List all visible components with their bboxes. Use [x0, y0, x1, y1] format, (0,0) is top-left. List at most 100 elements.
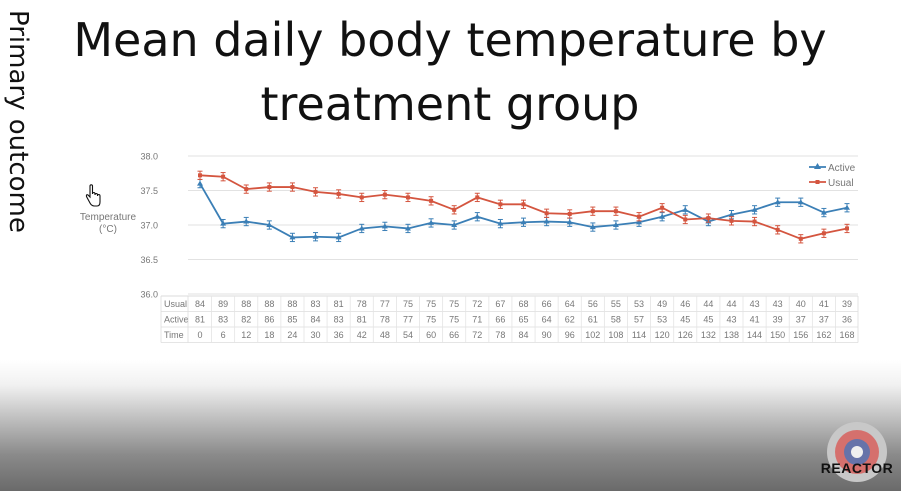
table-cell: 83 [311, 299, 321, 309]
data-point [474, 214, 480, 219]
at-risk-table: Usual 84 89 88 88 88 83 81 78 77 75 75 75 72 67 68 66 64 5… [161, 296, 858, 343]
table-row-label: Time [164, 330, 184, 340]
data-point [845, 226, 849, 230]
data-point [406, 195, 410, 199]
table-row-label: Usual [164, 299, 187, 309]
table-cell: 150 [770, 330, 785, 340]
table-cell: 68 [518, 299, 528, 309]
data-point [591, 209, 595, 213]
table-cell: 83 [218, 315, 228, 325]
table-cell: 108 [608, 330, 623, 340]
table-cell: 138 [724, 330, 739, 340]
table-cell: 75 [449, 299, 459, 309]
table-cell: 48 [380, 330, 390, 340]
table-cell: 0 [197, 330, 202, 340]
table-cell: 41 [819, 299, 829, 309]
table-cell: 53 [657, 315, 667, 325]
table-cell: 67 [495, 299, 505, 309]
table-cell: 75 [403, 299, 413, 309]
table-cell: 64 [542, 315, 552, 325]
table-cell: 57 [634, 315, 644, 325]
table-cell: 56 [588, 299, 598, 309]
table-cell: 84 [311, 315, 321, 325]
data-point [682, 207, 688, 212]
table-cell: 42 [357, 330, 367, 340]
y-tick-label: 37.0 [140, 221, 158, 231]
table-cell: 78 [380, 315, 390, 325]
data-point [198, 173, 202, 177]
data-point [498, 202, 502, 206]
table-cell: 102 [585, 330, 600, 340]
data-point [429, 199, 433, 203]
table-cell: 77 [403, 315, 413, 325]
table-cell: 45 [680, 315, 690, 325]
table-cell: 75 [426, 315, 436, 325]
table-cell: 162 [816, 330, 831, 340]
table-cell: 43 [750, 299, 760, 309]
data-point [197, 181, 203, 186]
data-point [799, 237, 803, 241]
table-cell: 84 [195, 299, 205, 309]
series-line-active [200, 184, 847, 238]
table-cell: 81 [357, 315, 367, 325]
table-cell: 144 [747, 330, 762, 340]
table-cell: 44 [703, 299, 713, 309]
table-cell: 86 [264, 315, 274, 325]
table-cell: 55 [611, 299, 621, 309]
table-cell: 37 [819, 315, 829, 325]
table-cell: 54 [403, 330, 413, 340]
legend-active-label: Active [828, 163, 856, 174]
table-cell: 66 [449, 330, 459, 340]
table-cell: 36 [842, 315, 852, 325]
y-tick-label: 36.0 [140, 290, 158, 300]
table-cell: 12 [241, 330, 251, 340]
table-cell: 96 [565, 330, 575, 340]
legend-active-marker [814, 163, 821, 169]
table-cell: 75 [449, 315, 459, 325]
table-cell: 58 [611, 315, 621, 325]
table-cell: 81 [195, 315, 205, 325]
table-cell: 39 [773, 315, 783, 325]
table-cell: 39 [842, 299, 852, 309]
data-point [337, 192, 341, 196]
legend-usual-label: Usual [828, 178, 854, 189]
data-point [568, 212, 572, 216]
table-cell: 77 [380, 299, 390, 309]
table-cell: 81 [334, 299, 344, 309]
table-row-label: Active [164, 315, 189, 325]
data-point [822, 231, 826, 235]
data-point [244, 187, 248, 191]
table-cell: 49 [657, 299, 667, 309]
table-cell: 66 [542, 299, 552, 309]
logo-text: REACTOR [818, 460, 896, 476]
table-cell: 45 [703, 315, 713, 325]
legend-usual-marker [816, 180, 820, 184]
y-tick-label: 38.0 [140, 152, 158, 162]
table-cell: 44 [726, 299, 736, 309]
reactor-logo-icon [818, 418, 896, 488]
y-tick-label: 36.5 [140, 255, 158, 265]
table-cell: 60 [426, 330, 436, 340]
table-cell: 120 [655, 330, 670, 340]
data-point [314, 190, 318, 194]
table-cell: 126 [678, 330, 693, 340]
table-cell: 88 [241, 299, 251, 309]
y-axis-label-line-2: (°C) [99, 224, 117, 235]
table-cell: 18 [264, 330, 274, 340]
table-cell: 46 [680, 299, 690, 309]
table-cell: 84 [518, 330, 528, 340]
table-cell: 43 [726, 315, 736, 325]
data-point [776, 228, 780, 232]
y-tick-label: 37.5 [140, 186, 158, 196]
table-cell: 78 [495, 330, 505, 340]
table-cell: 65 [518, 315, 528, 325]
data-point [660, 206, 664, 210]
data-point [637, 215, 641, 219]
data-point [267, 185, 271, 189]
data-point [221, 175, 225, 179]
table-cell: 62 [565, 315, 575, 325]
table-cell: 53 [634, 299, 644, 309]
table-cell: 72 [472, 330, 482, 340]
table-cell: 24 [287, 330, 297, 340]
